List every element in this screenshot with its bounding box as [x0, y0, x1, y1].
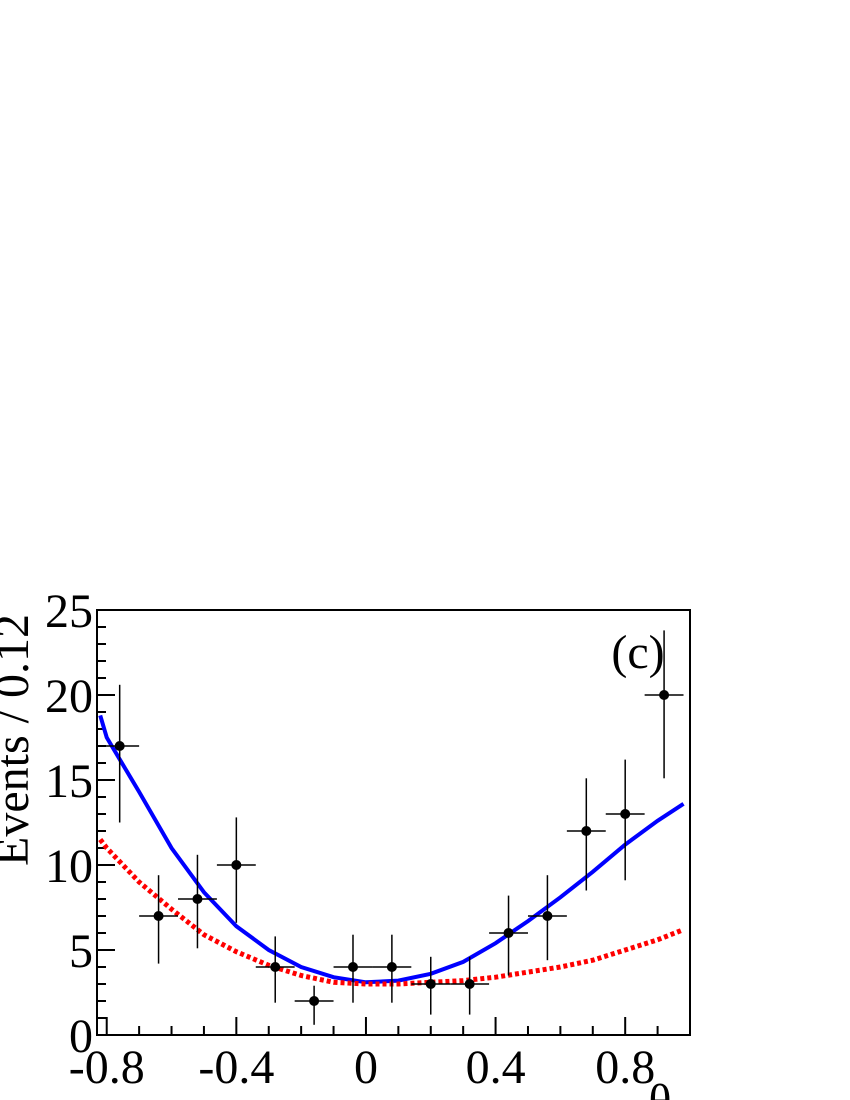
- data-point: [270, 962, 281, 972]
- data-point: [581, 826, 592, 836]
- data-point: [425, 979, 436, 989]
- data-point: [192, 894, 203, 904]
- x-tick-label: 0.8: [595, 1041, 655, 1094]
- fit-curve: [98, 714, 685, 985]
- data-point: [231, 860, 242, 870]
- y-tick-label: 20: [45, 670, 93, 723]
- y-axis-label: Events / 0.12: [0, 614, 39, 866]
- y-tick-label: 0: [69, 1010, 93, 1063]
- data-point: [309, 996, 320, 1006]
- y-tick-label: 5: [69, 925, 93, 978]
- data-point: [620, 809, 631, 819]
- x-tick-label: -0.8: [69, 1041, 145, 1094]
- plot-frame: [96, 609, 691, 1036]
- fit-curve: [98, 837, 685, 987]
- data-point: [347, 962, 358, 972]
- data-point: [659, 690, 670, 700]
- x-tick-label: 0.4: [466, 1041, 526, 1094]
- x-tick-label: -0.4: [198, 1041, 274, 1094]
- data-point: [114, 741, 125, 751]
- y-tick-label: 15: [45, 755, 93, 808]
- x-tick-label: 0: [354, 1041, 378, 1094]
- data-point: [386, 962, 397, 972]
- data-point: [503, 928, 514, 938]
- y-tick-label: 25: [45, 585, 93, 638]
- data-point: [542, 911, 553, 921]
- annotation: (c): [611, 626, 664, 679]
- data-point: [153, 911, 164, 921]
- x-axis-label: θ: [649, 1075, 672, 1100]
- data-point: [464, 979, 475, 989]
- y-tick-label: 10: [45, 840, 93, 893]
